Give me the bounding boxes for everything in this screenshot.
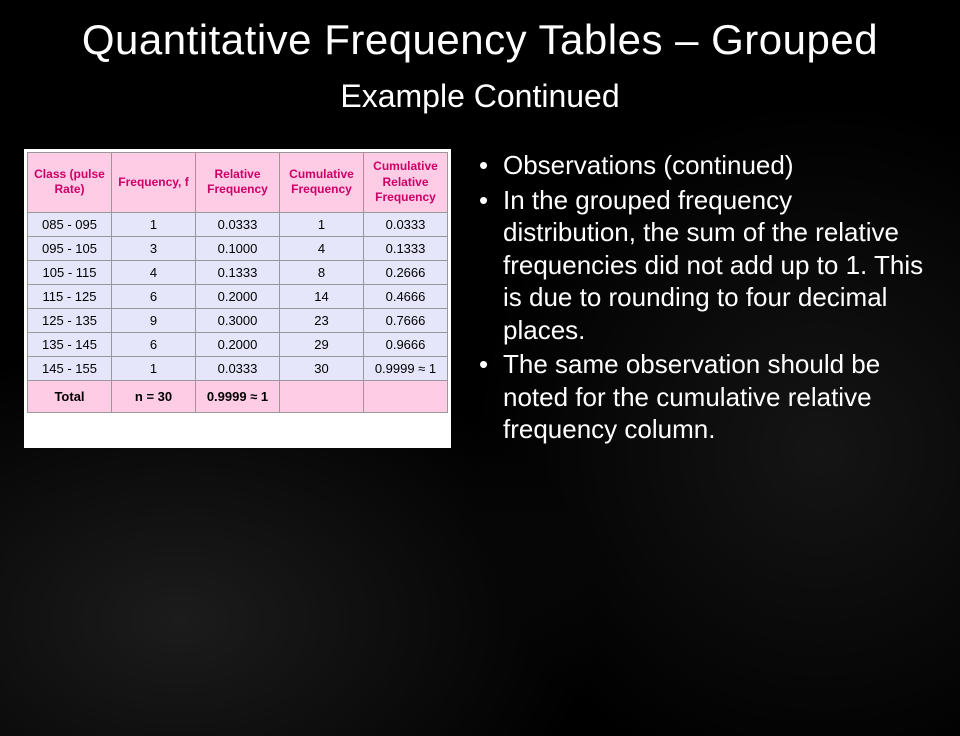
table-body: 085 - 09510.033310.0333 095 - 10530.1000… [28,212,448,412]
col-frequency: Frequency, f [112,153,196,213]
table-row: 105 - 11540.133380.2666 [28,260,448,284]
col-cum-freq: Cumulative Frequency [280,153,364,213]
col-class: Class (pulse Rate) [28,153,112,213]
table-total-row: Total n = 30 0.9999 ≈ 1 [28,380,448,412]
bullet-item: The same observation should be noted for… [475,348,928,446]
col-rel-freq: Relative Frequency [196,153,280,213]
table-row: 135 - 14560.2000290.9666 [28,332,448,356]
col-cum-rel-freq: Cumulative Relative Frequency [364,153,448,213]
bullet-item: In the grouped frequency distribution, t… [475,184,928,347]
bullet-item: Observations (continued) [475,149,928,182]
table-row: 095 - 10530.100040.1333 [28,236,448,260]
content-row: Class (pulse Rate) Frequency, f Relative… [0,149,960,448]
table-row: 115 - 12560.2000140.4666 [28,284,448,308]
slide-subtitle: Example Continued [0,78,960,115]
table-row: 145 - 15510.0333300.9999 ≈ 1 [28,356,448,380]
observations-list: Observations (continued) In the grouped … [475,149,936,448]
slide-title: Quantitative Frequency Tables – Grouped [0,16,960,64]
table-row: 085 - 09510.033310.0333 [28,212,448,236]
frequency-table-container: Class (pulse Rate) Frequency, f Relative… [24,149,451,448]
frequency-table: Class (pulse Rate) Frequency, f Relative… [27,152,448,413]
table-row: 125 - 13590.3000230.7666 [28,308,448,332]
table-header-row: Class (pulse Rate) Frequency, f Relative… [28,153,448,213]
